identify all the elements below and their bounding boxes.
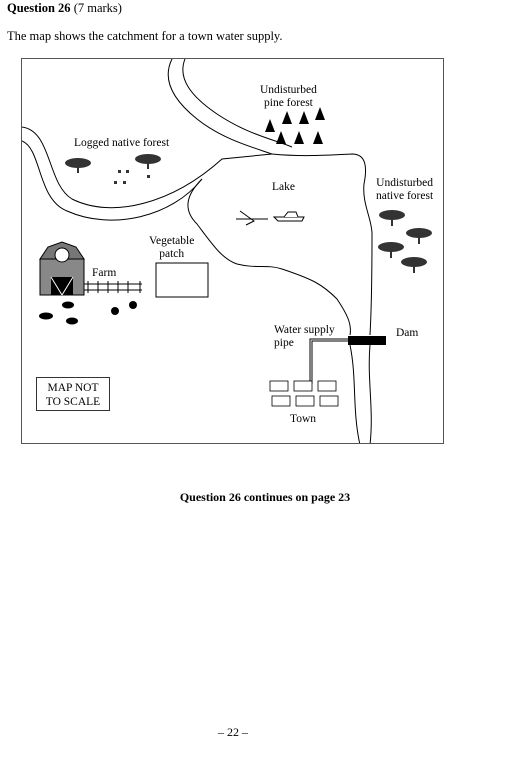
farm-animals [39,301,137,325]
vegetable-patch-label: Vegetable patch [149,235,195,260]
town-houses [269,380,339,407]
question-intro: The map shows the catchment for a town w… [7,29,283,43]
vegetable-patch [155,262,209,298]
river-top-right-bank [182,59,293,148]
question-number: Question 26 [7,1,71,15]
question-heading: Question 26 (7 marks) [7,1,122,16]
river-top-left-bank [167,59,273,155]
river-left-upper-bank [22,126,273,209]
fence [84,281,142,293]
dam-label: Dam [396,327,419,339]
native-forest-trees [378,210,432,273]
map-drawing [22,59,432,443]
barn [39,241,85,296]
pine-forest-label: Undisturbed pine forest [260,84,317,109]
town-label: Town [290,413,317,425]
river-south-left-bank [349,344,361,443]
logged-forest-label: Logged native forest [74,137,170,149]
catchment-map: Undisturbed pine forest Logged native fo… [21,58,444,444]
question-marks: (7 marks) [73,1,122,15]
logged-forest-trees [65,154,161,184]
water-pipe-label: Water supply pipe [274,324,335,349]
continuation-note: Question 26 continues on page 23 [179,490,351,504]
lake-shore [187,178,351,336]
river-left-lower-bank [22,140,203,221]
pine-trees [265,107,325,144]
map-scale-note: MAP NOT TO SCALE [36,377,110,411]
native-forest-label: Undisturbed native forest [376,177,434,202]
dam-wall [348,336,386,345]
lake-label: Lake [272,181,295,193]
river-south-right-bank [368,344,372,443]
lake-north-shore [271,153,373,336]
boats [236,210,305,226]
page-number: – 22 – [218,725,248,739]
farm-label: Farm [92,267,117,279]
